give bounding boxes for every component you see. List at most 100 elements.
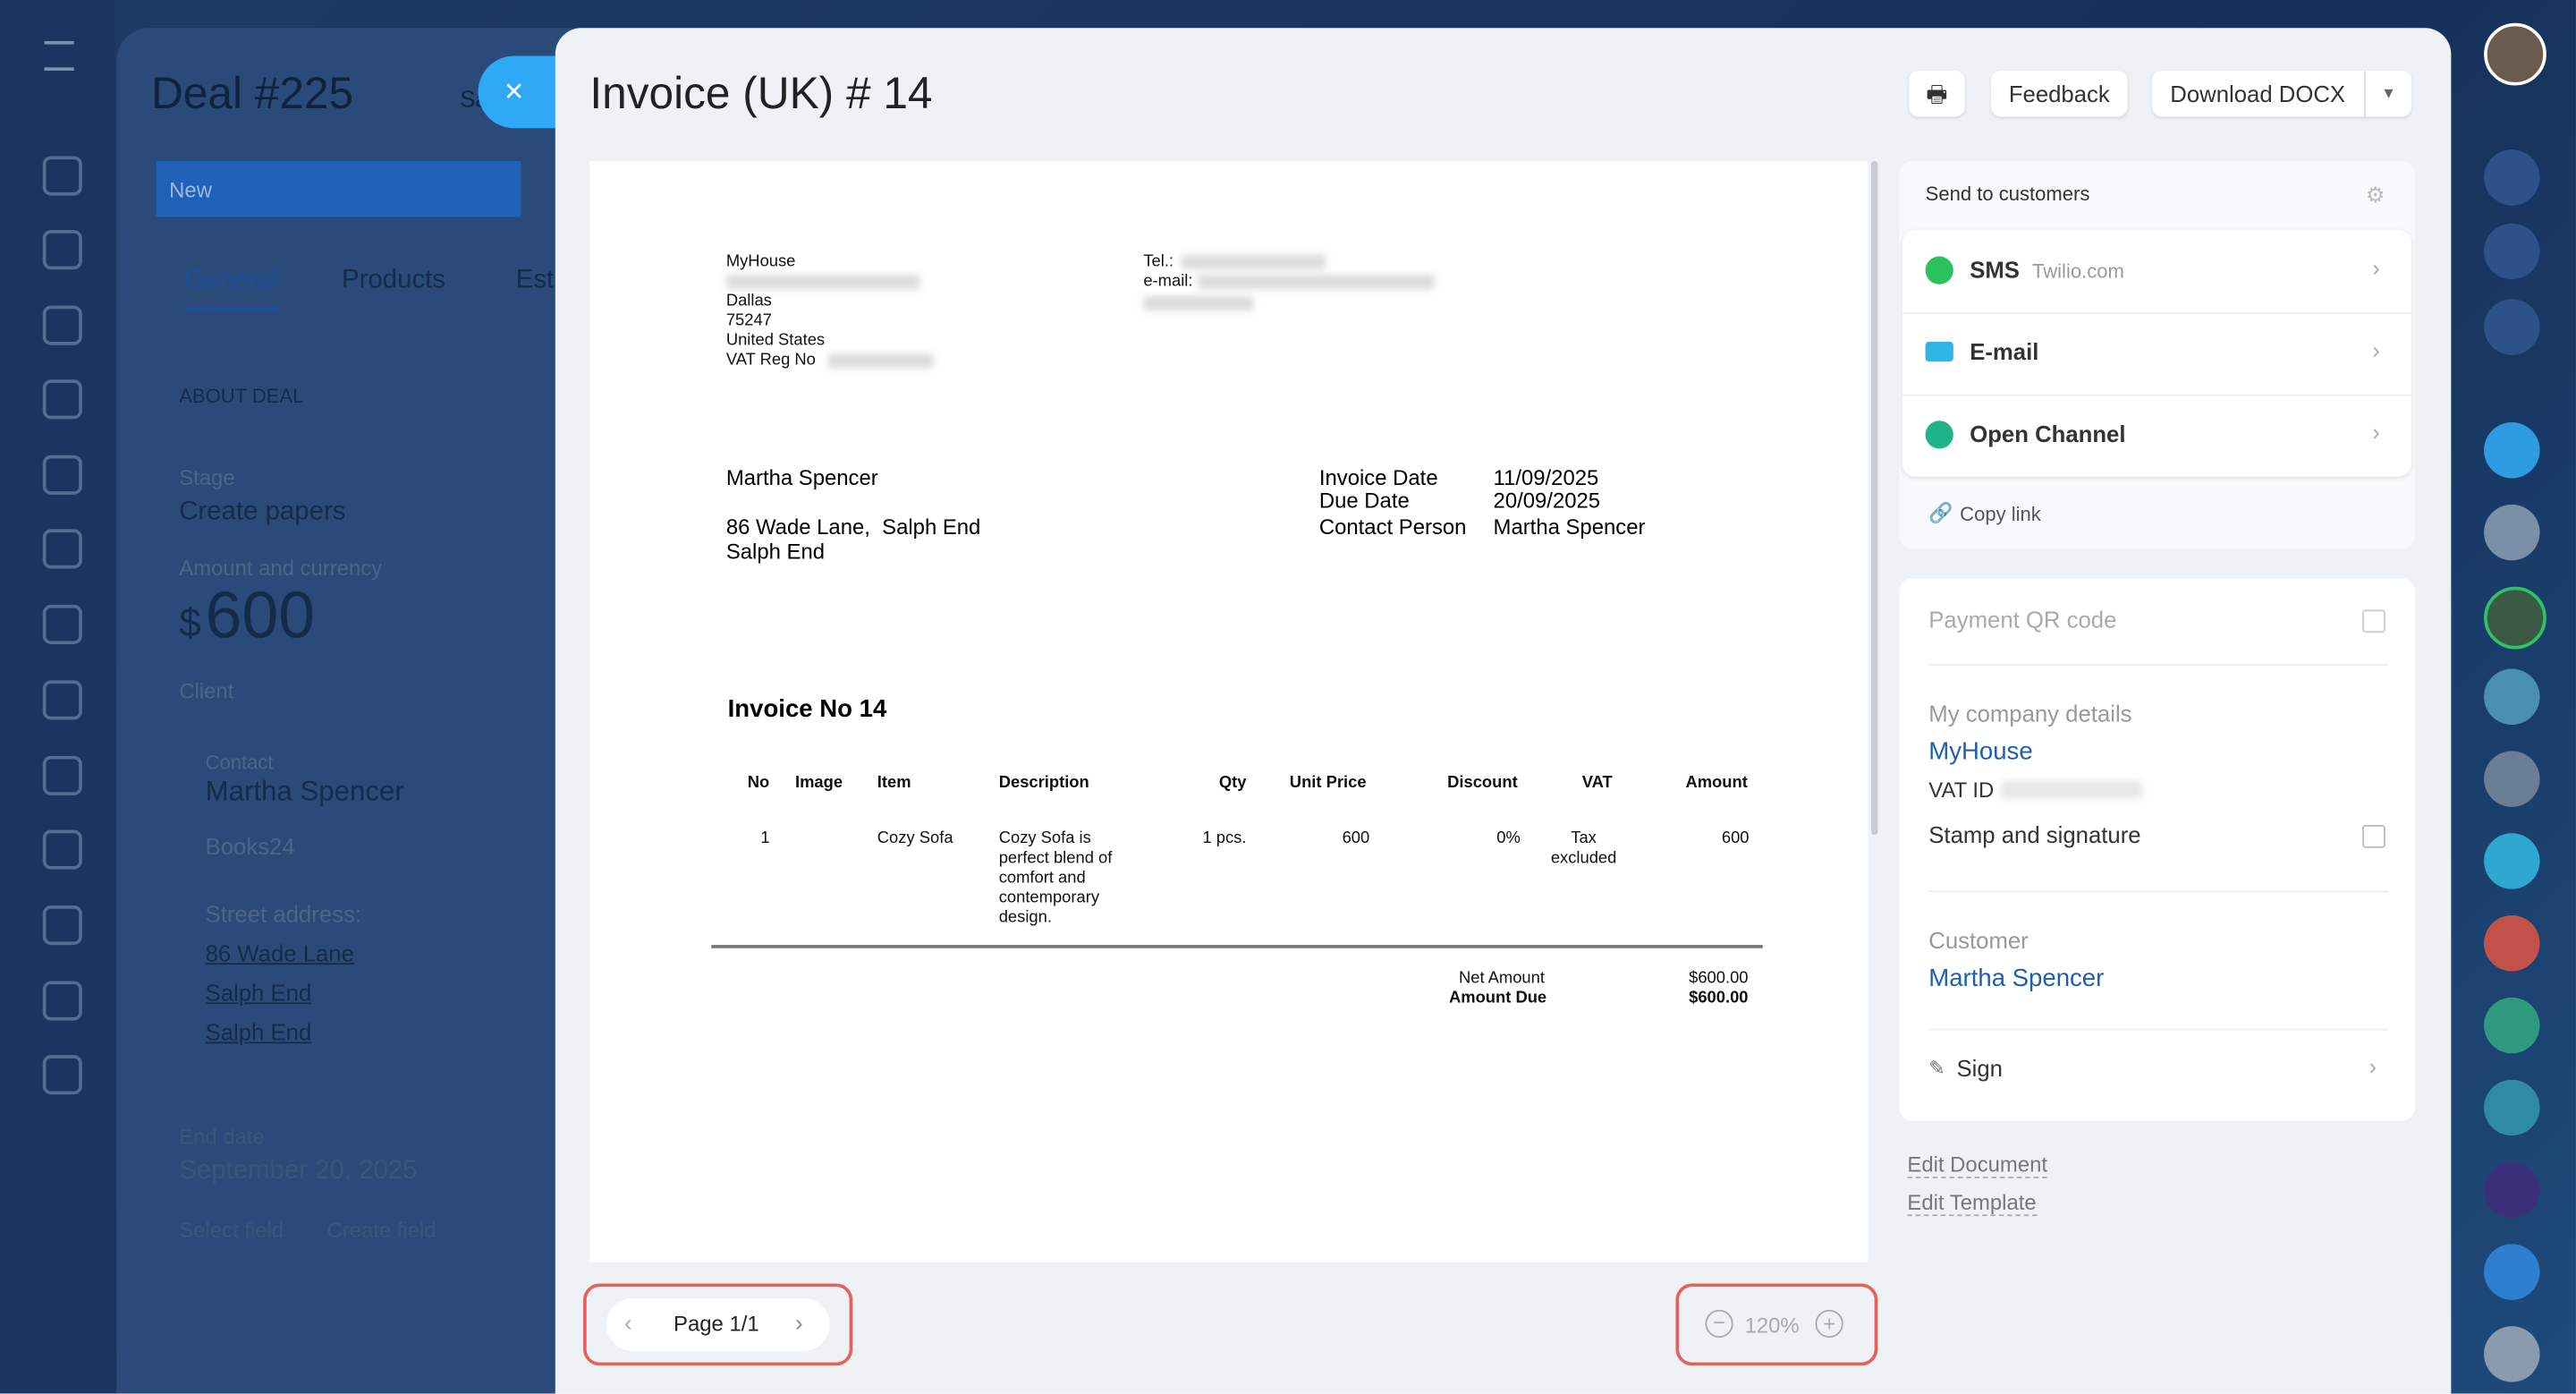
address-line: Salph End (205, 979, 312, 1007)
scrollbar (1871, 160, 1878, 836)
zoom-in[interactable]: + (1815, 1309, 1843, 1339)
download-button[interactable]: Download DOCX ▾ (2152, 70, 2412, 117)
edit-document[interactable]: Edit Document (1907, 1152, 2048, 1178)
stage-tab-label: New (169, 177, 212, 202)
qr-checkbox[interactable] (2362, 609, 2385, 633)
nav-icon[interactable] (42, 829, 82, 870)
nav-icon[interactable] (42, 981, 82, 1021)
cell: 1 (760, 829, 770, 848)
right-icon[interactable] (2484, 586, 2546, 650)
right-icon[interactable] (2484, 833, 2540, 889)
right-icon[interactable] (2484, 668, 2540, 725)
divider (1928, 890, 2389, 893)
right-icon[interactable] (2484, 422, 2540, 479)
avatar[interactable] (2484, 22, 2546, 86)
column-header: Description (998, 774, 1089, 793)
invoice-heading: Invoice No 14 (727, 694, 887, 724)
nav-icon[interactable] (42, 529, 82, 569)
company-label: My company details (1928, 700, 2132, 727)
link-icon: 🔗 (1928, 501, 1953, 524)
right-icon[interactable] (2484, 299, 2540, 355)
total-value: $600.00 (1689, 989, 1749, 1007)
divider (1928, 1028, 2389, 1031)
total-label: Net Amount (1458, 969, 1545, 988)
right-icon[interactable] (2484, 915, 2540, 972)
nav-icon[interactable] (42, 305, 82, 345)
field-label: Amount and currency (179, 555, 383, 581)
column-header: Item (877, 774, 911, 793)
feedback-button[interactable]: Feedback (1991, 70, 2128, 117)
nav-icon[interactable] (42, 1055, 82, 1095)
email-icon (1925, 342, 1953, 362)
close-button[interactable]: × (478, 55, 557, 129)
right-icon[interactable] (2484, 504, 2540, 561)
stamp-label: Stamp and signature (1928, 821, 2141, 848)
right-icon[interactable] (2484, 1161, 2540, 1218)
cell: 0% (1496, 829, 1521, 848)
right-icon[interactable] (2484, 149, 2540, 206)
copy-link[interactable]: Copy link (1960, 503, 2041, 526)
print-button[interactable]: 🖶 (1909, 70, 1965, 117)
table-rule (711, 945, 1763, 948)
total-value: $600.00 (1689, 969, 1749, 988)
right-icon[interactable] (2484, 1244, 2540, 1300)
buyer-line: Martha Spencer (725, 464, 878, 490)
seller-line: MyHouse (725, 252, 796, 272)
redacted (2001, 780, 2143, 799)
stamp-checkbox[interactable] (2362, 825, 2385, 848)
nav-icon[interactable] (42, 680, 82, 720)
nav-icon[interactable] (42, 156, 82, 196)
zoom-out[interactable]: − (1705, 1309, 1733, 1339)
address-line: 86 Wade Lane (205, 939, 354, 966)
right-icon[interactable] (2484, 997, 2540, 1054)
sign-icon: ✎ (1928, 1056, 1945, 1080)
nav-icon[interactable] (42, 604, 82, 644)
field-label: Client (179, 678, 234, 704)
column-header: No (747, 774, 770, 793)
panel-title: Invoice (UK) # 14 (589, 69, 933, 119)
channel-name[interactable]: Open Channel (1970, 421, 2126, 447)
menu-icon[interactable] (44, 40, 74, 71)
company-link[interactable]: MyHouse (1928, 737, 2033, 766)
sign-button[interactable]: Sign (1956, 1055, 2003, 1082)
tab: Products (342, 266, 446, 294)
next-page[interactable]: › (794, 1309, 803, 1337)
seller-line: 75247 (725, 311, 772, 331)
dropdown-arrow[interactable]: ▾ (2364, 70, 2411, 117)
cell: 1 pcs. (1202, 829, 1247, 848)
seller-line: Dallas (725, 292, 772, 311)
nav-icon[interactable] (42, 905, 82, 946)
meta-value: 20/09/2025 (1493, 488, 1601, 514)
cell: Cozy Sofa (877, 829, 953, 848)
qr-label: Payment QR code (1928, 606, 2117, 633)
right-icon[interactable] (2484, 751, 2540, 807)
channel-name[interactable]: SMS (1970, 256, 2020, 283)
edit-template[interactable]: Edit Template (1907, 1189, 2037, 1217)
tab: Est (515, 266, 555, 294)
nav-icon[interactable] (42, 455, 82, 495)
seller-line: United States (725, 332, 826, 351)
customer-link[interactable]: Martha Spencer (1928, 965, 2105, 993)
tab-underline (183, 307, 278, 311)
redacted (827, 353, 934, 369)
meta-value: 11/09/2025 (1493, 464, 1599, 490)
amount: 600 (205, 580, 316, 653)
prev-page[interactable]: ‹ (623, 1309, 632, 1337)
cell: Cozy Sofa is perfect blend of comfort an… (998, 829, 1113, 927)
column-header: Unit Price (1289, 774, 1367, 793)
right-icon[interactable] (2484, 223, 2540, 280)
company: Books24 (205, 833, 295, 860)
channel-divider (1902, 394, 2412, 396)
right-icon[interactable] (2484, 1326, 2540, 1382)
end-date: September 20, 2025 (179, 1157, 418, 1186)
channel-name[interactable]: E-mail (1970, 338, 2039, 365)
nav-icon[interactable] (42, 755, 82, 795)
nav-icon[interactable] (42, 379, 82, 420)
settings-icon[interactable]: ⚙ (2365, 182, 2385, 208)
meta-label: Invoice Date (1318, 464, 1438, 490)
nav-icon[interactable] (42, 230, 82, 270)
right-icon[interactable] (2484, 1079, 2540, 1136)
chevron: › (2372, 419, 2380, 446)
buyer-line: 86 Wade Lane, Salph End (725, 514, 981, 540)
